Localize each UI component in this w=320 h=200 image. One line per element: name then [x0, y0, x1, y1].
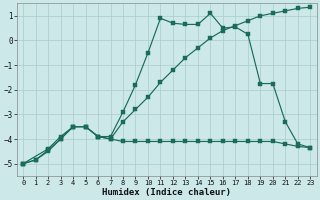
X-axis label: Humidex (Indice chaleur): Humidex (Indice chaleur) [102, 188, 231, 197]
